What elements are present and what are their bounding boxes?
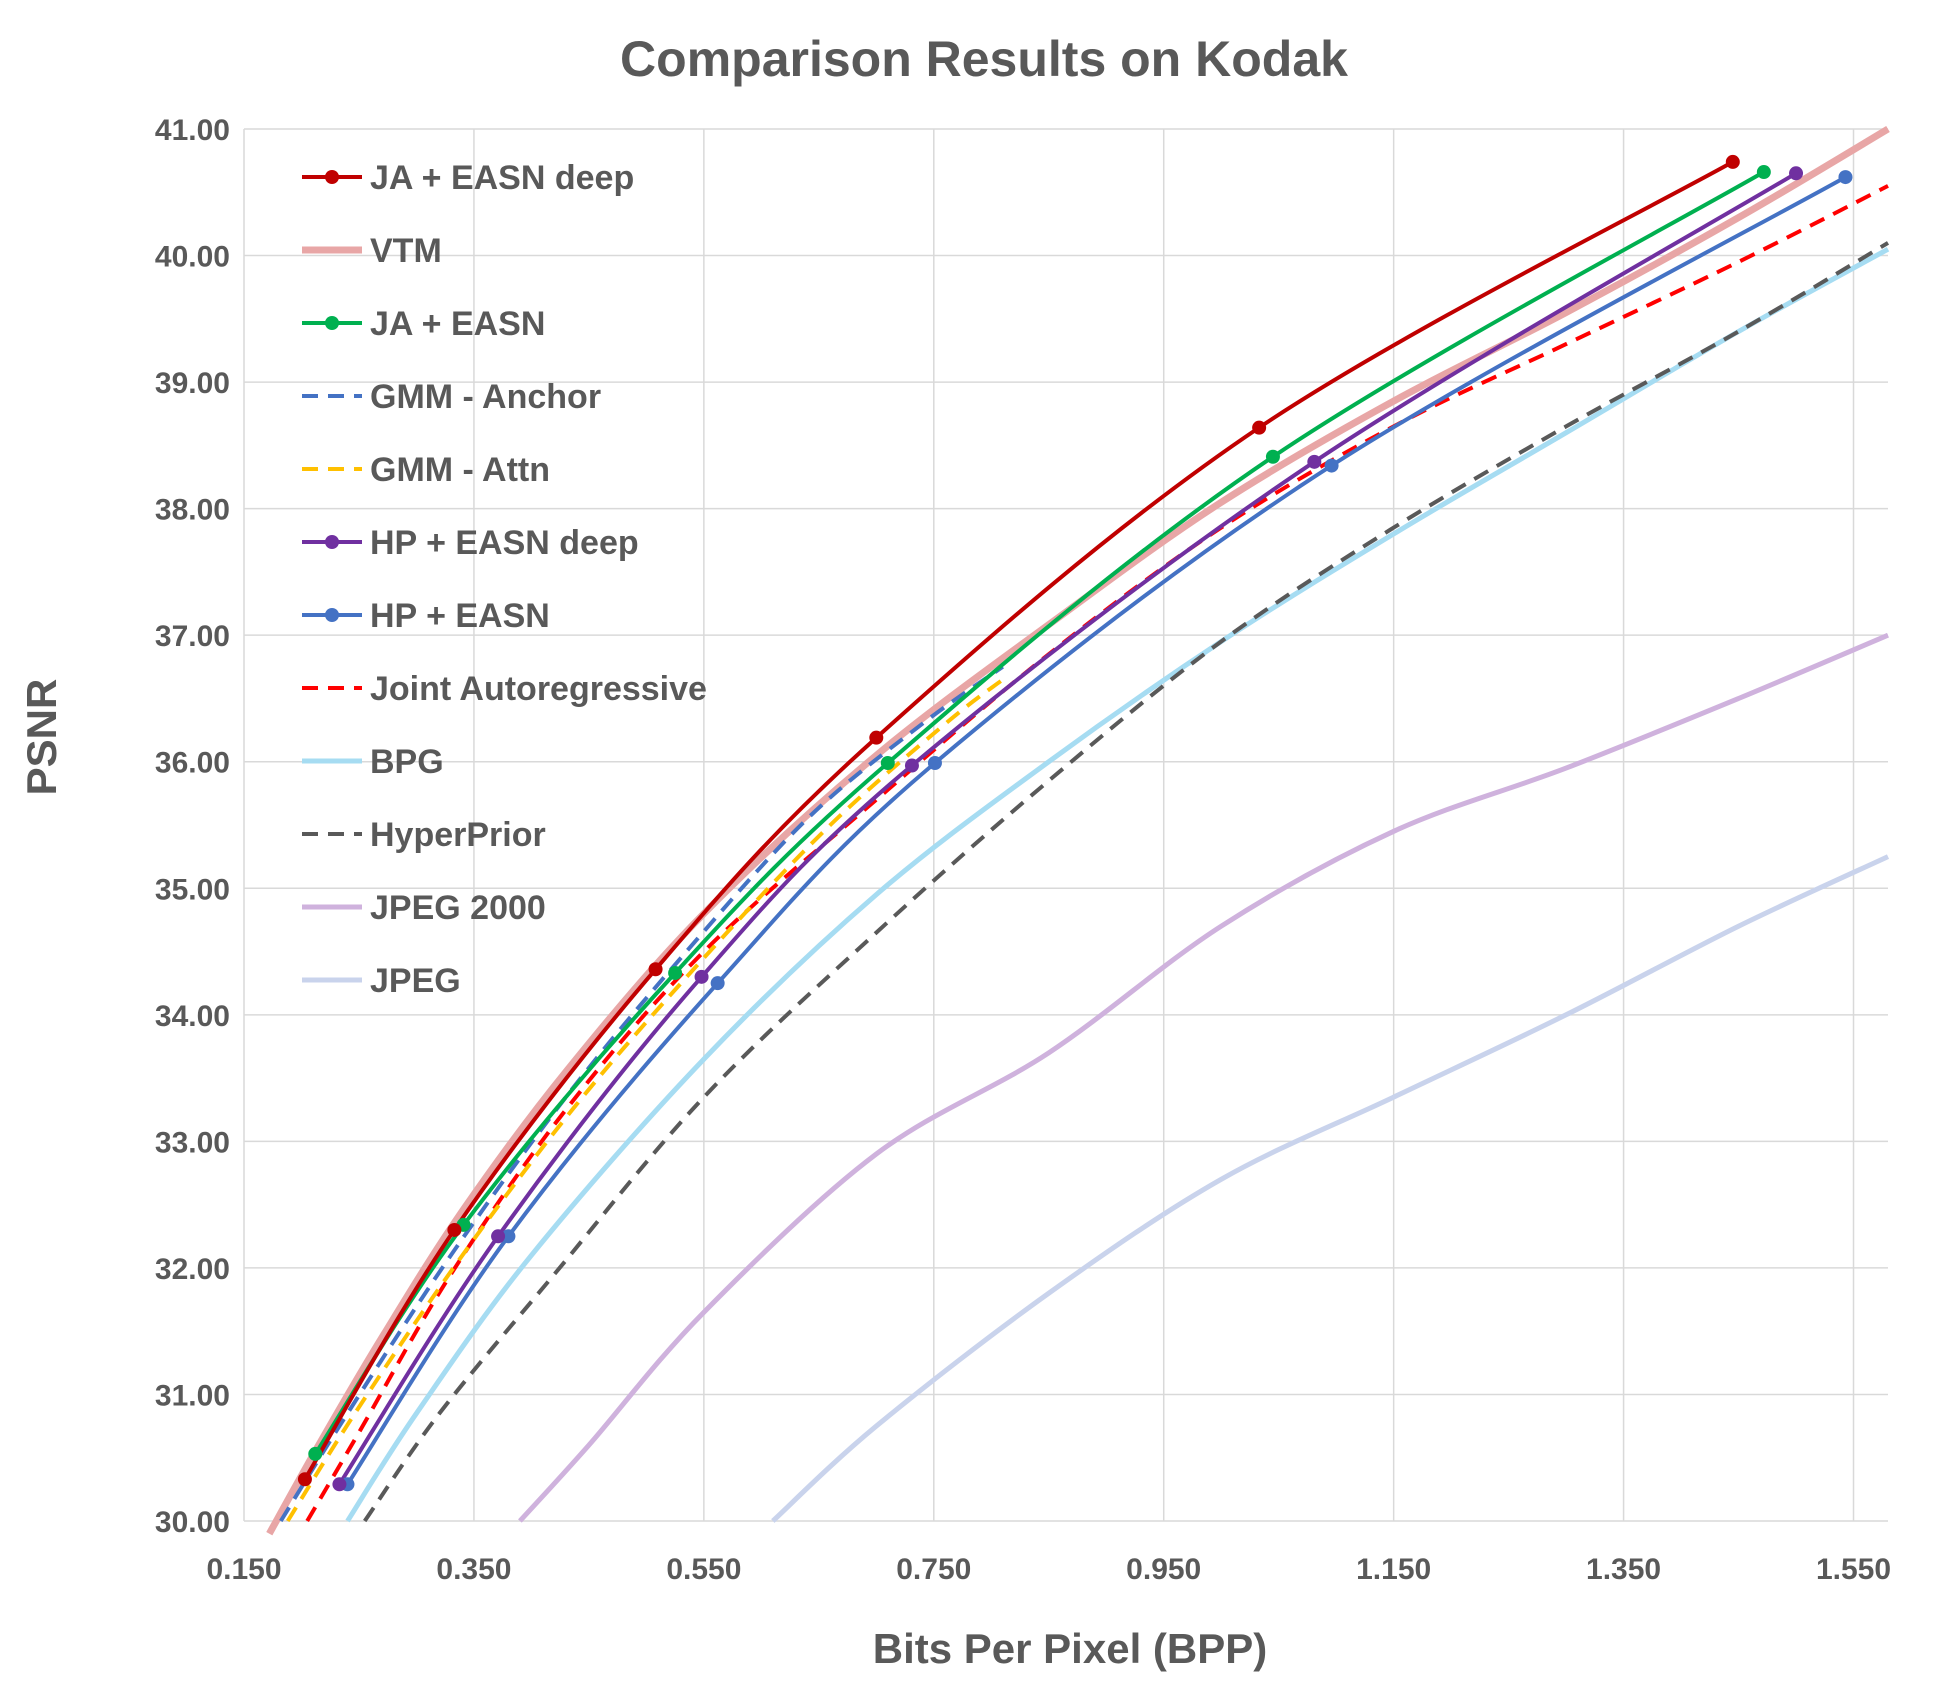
y-axis-label: PSNR [18,679,65,796]
legend-item-ja-easn-deep: JA + EASN deep [302,159,634,197]
legend-label: HyperPrior [370,816,546,854]
legend-item-joint-autoregressive: Joint Autoregressive [302,670,707,708]
legend-item-hyperprior: HyperPrior [302,816,546,854]
y-tick-label: 37.00 [155,620,230,653]
data-point-ja-easn-deep [1252,420,1267,435]
data-point-ja-easn [308,1446,323,1461]
x-tick-label: 1.150 [1356,1553,1431,1586]
data-point-ja-easn [880,755,895,770]
series-line-gmm-anchor [279,665,1004,1523]
legend-label: JA + EASN [370,305,545,343]
series-line-ja-easn [313,170,1765,1455]
chart-title: Comparison Results on Kodak [620,31,1348,87]
data-point-hp-easn-deep [491,1229,506,1244]
legend-item-hp-easn: HP + EASN [302,597,550,635]
data-point-hp-easn [927,755,942,770]
legend-label: VTM [370,232,442,270]
legend-label: BPG [370,743,444,781]
legend-item-gmm-anchor: GMM - Anchor [302,378,601,416]
legend: JA + EASN deep VTM JA + EASN GMM - Anchor GM… [302,159,707,1000]
legend-label: Joint Autoregressive [370,670,707,708]
legend-item-bpg: BPG [302,743,444,781]
data-point-hp-easn-deep [1307,454,1322,469]
legend-item-jpeg-2000: JPEG 2000 [302,889,546,927]
x-tick-label: 0.150 [206,1553,281,1586]
legend-marker [325,535,339,549]
data-point-ja-easn-deep [297,1472,312,1487]
data-point-ja-easn-deep [447,1222,462,1237]
y-tick-label: 36.00 [155,747,230,780]
legend-marker [325,608,339,622]
data-point-ja-easn-deep [648,962,663,977]
series-line-hp-easn [345,175,1847,1486]
x-tick-label: 0.750 [896,1553,971,1586]
legend-label: JA + EASN deep [370,159,634,197]
series-line-vtm [266,125,1890,1536]
x-tick-label: 1.350 [1586,1553,1661,1586]
legend-label: JPEG [370,962,461,1000]
x-tick-label: 0.550 [666,1553,741,1586]
y-tick-label: 30.00 [155,1506,230,1539]
data-point-hp-easn-deep [904,758,919,773]
y-tick-label: 34.00 [155,1000,230,1033]
data-point-hp-easn [710,976,725,991]
series-line-hp-easn-deep [337,171,1798,1486]
series-line-bpg [345,247,1890,1523]
series-line-hyperprior [363,241,1890,1523]
legend-marker [325,316,339,330]
y-tick-label: 39.00 [155,367,230,400]
y-tick-label: 38.00 [155,494,230,527]
legend-item-gmm-attn: GMM - Attn [302,451,550,489]
legend-item-vtm: VTM [302,232,442,270]
data-point-ja-easn [668,966,683,981]
legend-label: HP + EASN [370,597,550,635]
data-point-hp-easn-deep [332,1477,347,1492]
data-point-ja-easn [1756,165,1771,180]
legend-label: GMM - Anchor [370,378,601,416]
y-tick-label: 32.00 [155,1253,230,1286]
x-tick-label: 0.950 [1126,1553,1201,1586]
series-line-jpeg-2000 [518,632,1889,1523]
y-tick-label: 33.00 [155,1126,230,1159]
legend-label: GMM - Attn [370,451,550,489]
x-tick-label: 1.550 [1816,1553,1891,1586]
legend-item-hp-easn-deep: HP + EASN deep [302,524,639,562]
y-tick-label: 41.00 [155,114,230,147]
y-tick-label: 35.00 [155,873,230,906]
data-point-ja-easn [1265,449,1280,464]
data-point-ja-easn-deep [1725,154,1740,169]
legend-item-ja-easn: JA + EASN [302,305,545,343]
y-ticks: 30.00 31.00 32.00 33.00 34.00 35.00 36.00 37.00… [155,114,230,1539]
x-axis-label: Bits Per Pixel (BPP) [873,1625,1267,1672]
series-markers [297,154,1853,1492]
y-tick-label: 31.00 [155,1379,230,1412]
y-tick-label: 40.00 [155,241,230,274]
legend-label: HP + EASN deep [370,524,639,562]
data-point-ja-easn-deep [869,730,884,745]
data-point-hp-easn-deep [1789,166,1804,181]
data-point-hp-easn [1838,170,1853,185]
grid [243,128,1888,1522]
series-line-gmm-attn [286,677,1005,1523]
series-line-jpeg [771,854,1890,1523]
data-point-hp-easn-deep [694,969,709,984]
legend-marker [325,170,339,184]
data-point-hp-easn [1324,458,1339,473]
data-point-hp-easn [501,1229,516,1244]
x-ticks: 0.150 0.350 0.550 0.750 0.950 1.150 1.350 1.550 [206,1553,1891,1586]
x-tick-label: 0.350 [436,1553,511,1586]
legend-label: JPEG 2000 [370,889,546,927]
legend-item-jpeg: JPEG [302,962,461,1000]
